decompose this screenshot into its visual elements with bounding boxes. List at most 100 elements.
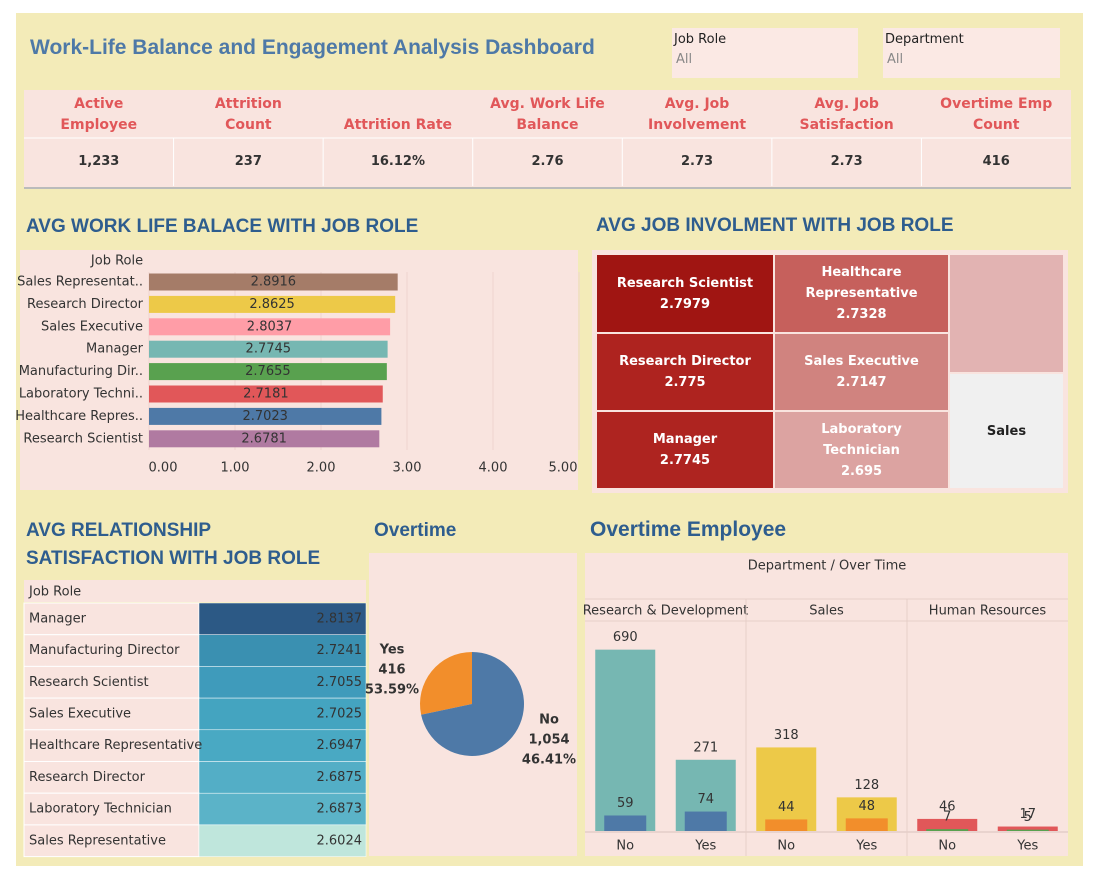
dashboard-title: Work-Life Balance and Engagement Analysi… — [30, 36, 595, 59]
y-tick-label: Research Director — [27, 297, 144, 312]
bar — [149, 340, 388, 358]
slice-percent: 53.59% — [365, 683, 419, 698]
y-tick-label: Research Scientist — [23, 431, 143, 446]
treemap-cell — [775, 255, 948, 332]
cell-value: 2.7745 — [659, 453, 711, 468]
value-label: 74 — [697, 792, 714, 807]
x-tick-label: 2.00 — [307, 461, 336, 476]
bar — [149, 407, 382, 425]
filter-label: Department — [885, 32, 964, 47]
cell-text: Healthcare Representative 2.7328 — [775, 255, 948, 332]
treemap-cell — [597, 334, 773, 410]
cell-value: 2.6873 — [317, 802, 363, 817]
value-label: 7 — [943, 810, 951, 825]
row-label-cell — [23, 824, 200, 858]
cell-value: 2.775 — [664, 375, 706, 390]
kpi-value: 2.76 — [531, 154, 564, 169]
value-label: 271 — [693, 740, 718, 755]
value-label: 2.7655 — [245, 364, 291, 379]
x-tick-label: 4.00 — [479, 461, 508, 476]
section-title: Overtime Employee — [590, 518, 787, 541]
value-cell — [198, 666, 367, 699]
x-tick-label: No — [616, 839, 634, 854]
kpi-value: 2.73 — [830, 154, 863, 169]
section-title: Overtime — [374, 520, 457, 541]
row-label: Sales Representative — [29, 833, 166, 848]
slice-percent: 46.41% — [522, 753, 576, 768]
filter-box[interactable] — [672, 28, 858, 78]
panel — [585, 553, 1068, 856]
cell-value: 2.7241 — [317, 643, 363, 658]
value-label: 2.7023 — [242, 409, 288, 424]
row-label: Manufacturing Director — [29, 643, 180, 658]
cell-text: Laboratory Technician 2.695 — [775, 412, 948, 488]
cell-value: 2.7147 — [836, 375, 887, 390]
bar — [845, 818, 888, 831]
kpi-value: 1,233 — [78, 154, 120, 169]
treemap-cell — [775, 412, 948, 488]
kpi-label: Attrition Count — [214, 96, 282, 133]
filter-value: All — [887, 52, 904, 67]
kpi-label: Attrition Rate — [343, 117, 453, 133]
pie-slice — [421, 652, 524, 757]
value-label: 2.7745 — [246, 342, 292, 357]
table-header — [24, 580, 366, 602]
value-label: 48 — [858, 799, 875, 814]
cell-label: Research Director — [619, 354, 751, 369]
value-label: 5 — [1024, 810, 1032, 825]
cell-value: 2.6024 — [317, 833, 363, 848]
value-label: 2.8916 — [251, 275, 297, 290]
cell-label: Sales — [986, 423, 1027, 439]
section-title: AVG JOB INVOLMENT WITH JOB ROLE — [596, 215, 954, 236]
row-label: Laboratory Technician — [29, 802, 172, 817]
kpi-label: Overtime Emp Count — [940, 96, 1053, 133]
value-label: 2.8037 — [247, 319, 293, 334]
cell-value: 2.7328 — [836, 307, 887, 322]
row-label: Sales Executive — [29, 706, 131, 721]
value-cell — [198, 824, 367, 857]
filter-box[interactable] — [883, 28, 1060, 78]
cell-value: 2.8137 — [317, 611, 363, 626]
bar — [917, 818, 978, 831]
y-tick-label: Healthcare Repres.. — [15, 409, 143, 424]
x-tick-label: 1.00 — [221, 461, 250, 476]
cell-label: Manager — [652, 432, 718, 447]
cell-value: 2.695 — [840, 463, 883, 479]
x-tick-label: No — [777, 839, 795, 854]
slice-value: 1,054 — [528, 733, 569, 748]
pie-slice — [419, 652, 472, 715]
section-title: AVG WORK LIFE BALACE WITH JOB ROLE — [26, 216, 419, 237]
treemap-cell — [775, 334, 948, 410]
row-label-cell — [23, 634, 200, 667]
bar — [149, 430, 380, 448]
bar — [1006, 829, 1049, 831]
group-label: Research & Development — [583, 604, 749, 619]
group-label: Human Resources — [929, 604, 1047, 619]
cell-value: 2.7025 — [317, 706, 363, 721]
value-cell — [198, 634, 367, 667]
kpi-value: 416 — [982, 154, 1010, 169]
kpi-label: Avg. Job Satisfaction — [799, 96, 894, 133]
bar — [765, 819, 808, 831]
y-tick-label: Sales Executive — [41, 319, 143, 334]
row-label: Healthcare Representative — [29, 738, 202, 753]
value-label: 59 — [617, 796, 634, 811]
cell-value: 2.7055 — [317, 675, 363, 690]
y-tick-label: Laboratory Techni.. — [19, 387, 143, 402]
cell-text: Research Scientist 2.7979 — [597, 255, 773, 332]
filter-value: All — [676, 52, 693, 67]
header-label: Department / Over Time — [748, 559, 907, 574]
slice-label: Yes — [379, 643, 405, 658]
bar — [149, 318, 391, 336]
cell-label: Research Scientist — [616, 275, 754, 291]
x-tick-label: 0.00 — [149, 461, 178, 476]
axis-title: Job Role — [90, 254, 143, 269]
y-tick-label: Sales Representat.. — [17, 275, 143, 290]
value-label: 2.7181 — [243, 387, 289, 402]
value-label: 44 — [778, 800, 795, 815]
cell-text: Research Director 2.775 — [597, 334, 773, 410]
group-label: Sales — [809, 604, 844, 619]
treemap-cell — [597, 255, 773, 332]
bar — [684, 811, 727, 831]
